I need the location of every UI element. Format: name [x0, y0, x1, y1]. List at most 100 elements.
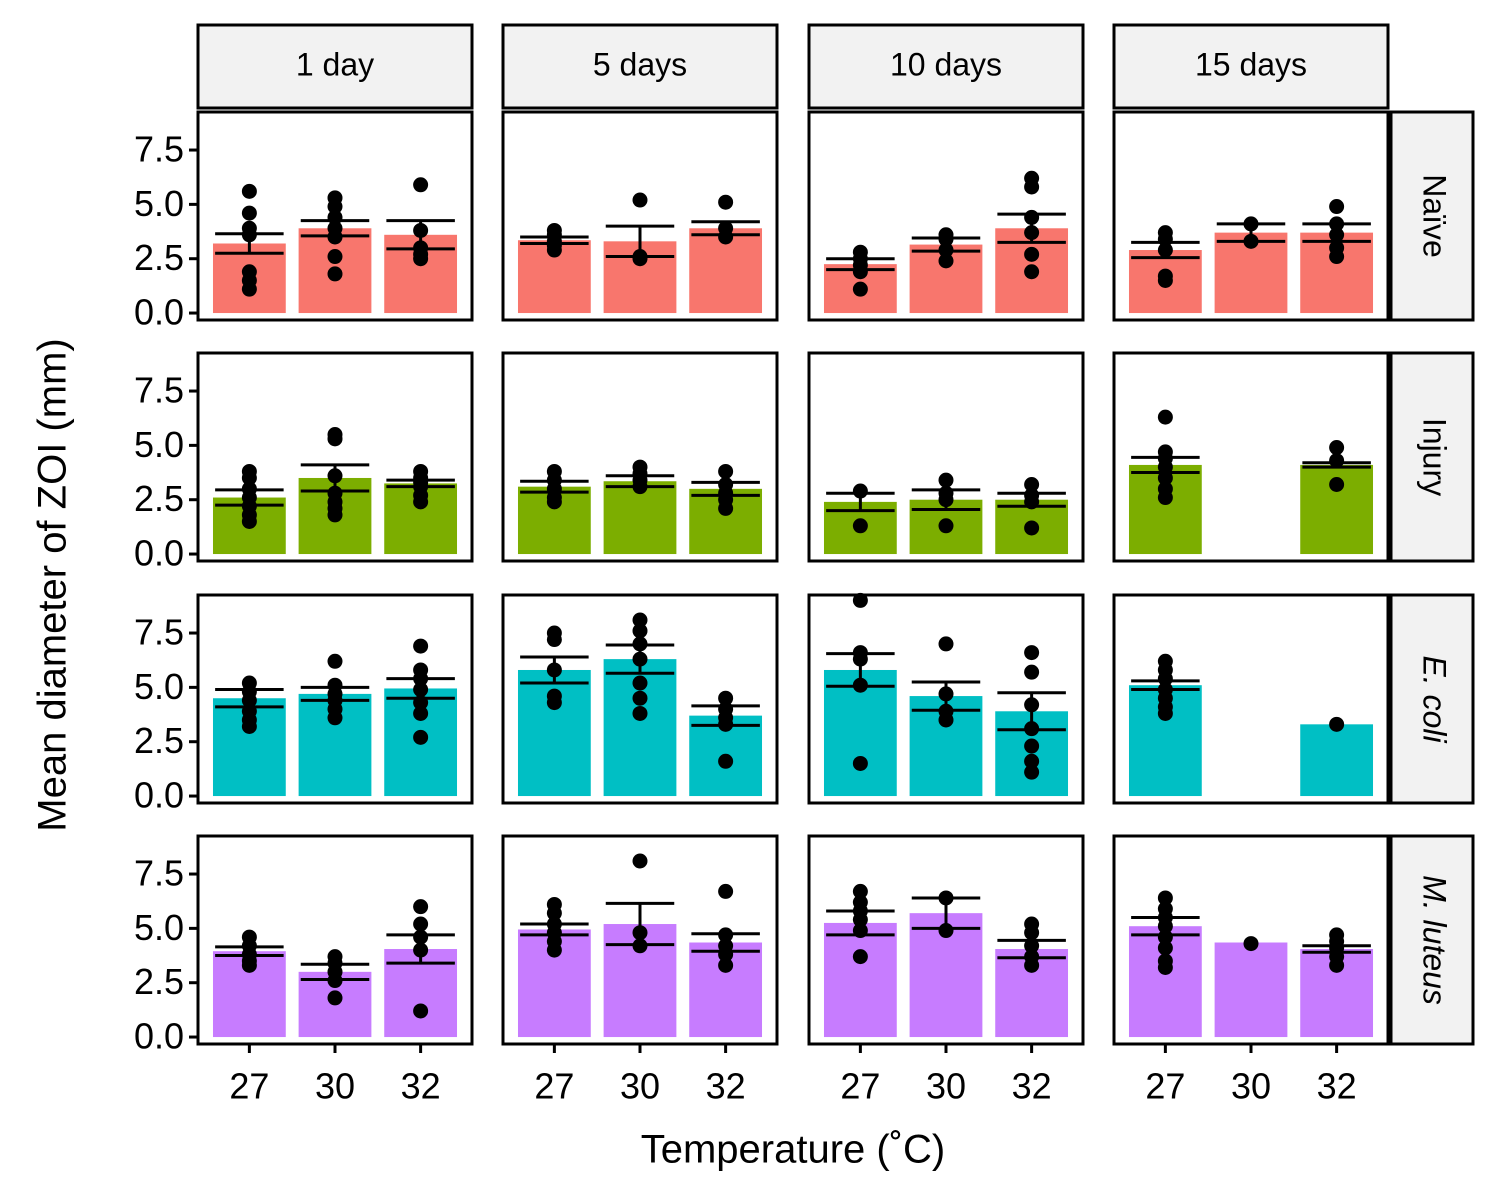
y-tick-label: 7.5 — [134, 129, 184, 170]
point — [1157, 272, 1173, 288]
x-tick-label: 32 — [401, 1066, 441, 1107]
point — [938, 636, 954, 652]
x-tick-label: 30 — [926, 1066, 966, 1107]
point — [327, 653, 343, 669]
point — [632, 705, 648, 721]
point — [1024, 520, 1040, 536]
point — [852, 592, 868, 608]
point — [413, 494, 429, 510]
error-bar — [826, 652, 895, 688]
point — [1024, 925, 1040, 941]
point — [413, 251, 429, 267]
x-tick-label: 27 — [840, 1066, 880, 1107]
error-bar — [300, 219, 370, 238]
error-bar — [1131, 916, 1200, 937]
y-tick-label: 0.0 — [134, 775, 184, 816]
point — [241, 205, 257, 221]
point — [1024, 264, 1040, 280]
panel-border — [196, 351, 474, 563]
column-strip — [1112, 23, 1390, 110]
column-strip-label: 5 days — [593, 46, 687, 82]
point — [718, 463, 734, 479]
point — [1157, 671, 1173, 687]
error-bar — [1302, 461, 1371, 469]
point — [852, 518, 868, 534]
point — [241, 183, 257, 199]
point — [546, 494, 562, 510]
error-bar — [691, 220, 760, 237]
error-bar — [911, 680, 981, 712]
x-tick-label: 27 — [1145, 1066, 1185, 1107]
error-bar — [520, 922, 589, 937]
point — [1329, 957, 1345, 973]
point — [1157, 409, 1173, 425]
point — [241, 513, 257, 529]
point — [1157, 705, 1173, 721]
error-bar — [520, 235, 589, 245]
point — [1157, 890, 1173, 906]
point — [1024, 957, 1040, 973]
panel-border — [196, 593, 474, 805]
point — [718, 194, 734, 210]
point — [1024, 664, 1040, 680]
error-bar — [605, 901, 675, 947]
error-bar — [215, 945, 284, 958]
point — [327, 199, 343, 215]
row-strip — [1389, 110, 1475, 322]
error-bar — [300, 685, 370, 702]
column-strip — [501, 23, 779, 110]
x-tick-label: 30 — [315, 1066, 355, 1107]
y-tick-label: 2.5 — [134, 237, 184, 278]
point — [241, 470, 257, 486]
error-bar — [997, 491, 1066, 508]
error-bar — [826, 909, 895, 937]
point — [413, 899, 429, 915]
bar — [823, 922, 897, 1038]
x-tick-label: 27 — [534, 1066, 574, 1107]
point — [327, 507, 343, 523]
point — [1329, 249, 1345, 265]
point — [1024, 645, 1040, 661]
point — [1329, 716, 1345, 732]
error-bar — [300, 962, 370, 981]
point — [632, 612, 648, 628]
point — [938, 472, 954, 488]
bar — [1214, 942, 1288, 1038]
point — [718, 500, 734, 516]
point — [413, 916, 429, 932]
point — [632, 251, 648, 267]
point — [852, 883, 868, 899]
point — [241, 957, 257, 973]
error-bar — [605, 643, 675, 675]
y-tick-label: 7.5 — [134, 612, 184, 653]
y-tick-label: 2.5 — [134, 961, 184, 1002]
point — [938, 923, 954, 939]
point — [327, 710, 343, 726]
y-tick-label: 0.0 — [134, 292, 184, 333]
panel-border — [501, 110, 779, 322]
error-bar — [911, 896, 981, 930]
x-tick-label: 32 — [1317, 1066, 1357, 1107]
row-strip — [1389, 834, 1475, 1046]
point — [852, 264, 868, 280]
point — [1024, 753, 1040, 769]
error-bar — [997, 691, 1066, 732]
panel-border — [807, 351, 1085, 563]
error-bar — [997, 212, 1066, 244]
error-bar — [215, 488, 284, 507]
point — [1024, 246, 1040, 262]
error-bar — [386, 677, 455, 700]
error-bar — [691, 704, 760, 727]
point — [546, 942, 562, 958]
row-strip-label: Naïve — [1417, 174, 1453, 258]
point — [1157, 470, 1173, 486]
error-bar — [215, 232, 284, 255]
point — [852, 755, 868, 771]
point — [718, 883, 734, 899]
point — [718, 690, 734, 706]
point — [1243, 936, 1259, 952]
x-tick-label: 32 — [706, 1066, 746, 1107]
y-tick-label: 2.5 — [134, 478, 184, 519]
point — [718, 753, 734, 769]
